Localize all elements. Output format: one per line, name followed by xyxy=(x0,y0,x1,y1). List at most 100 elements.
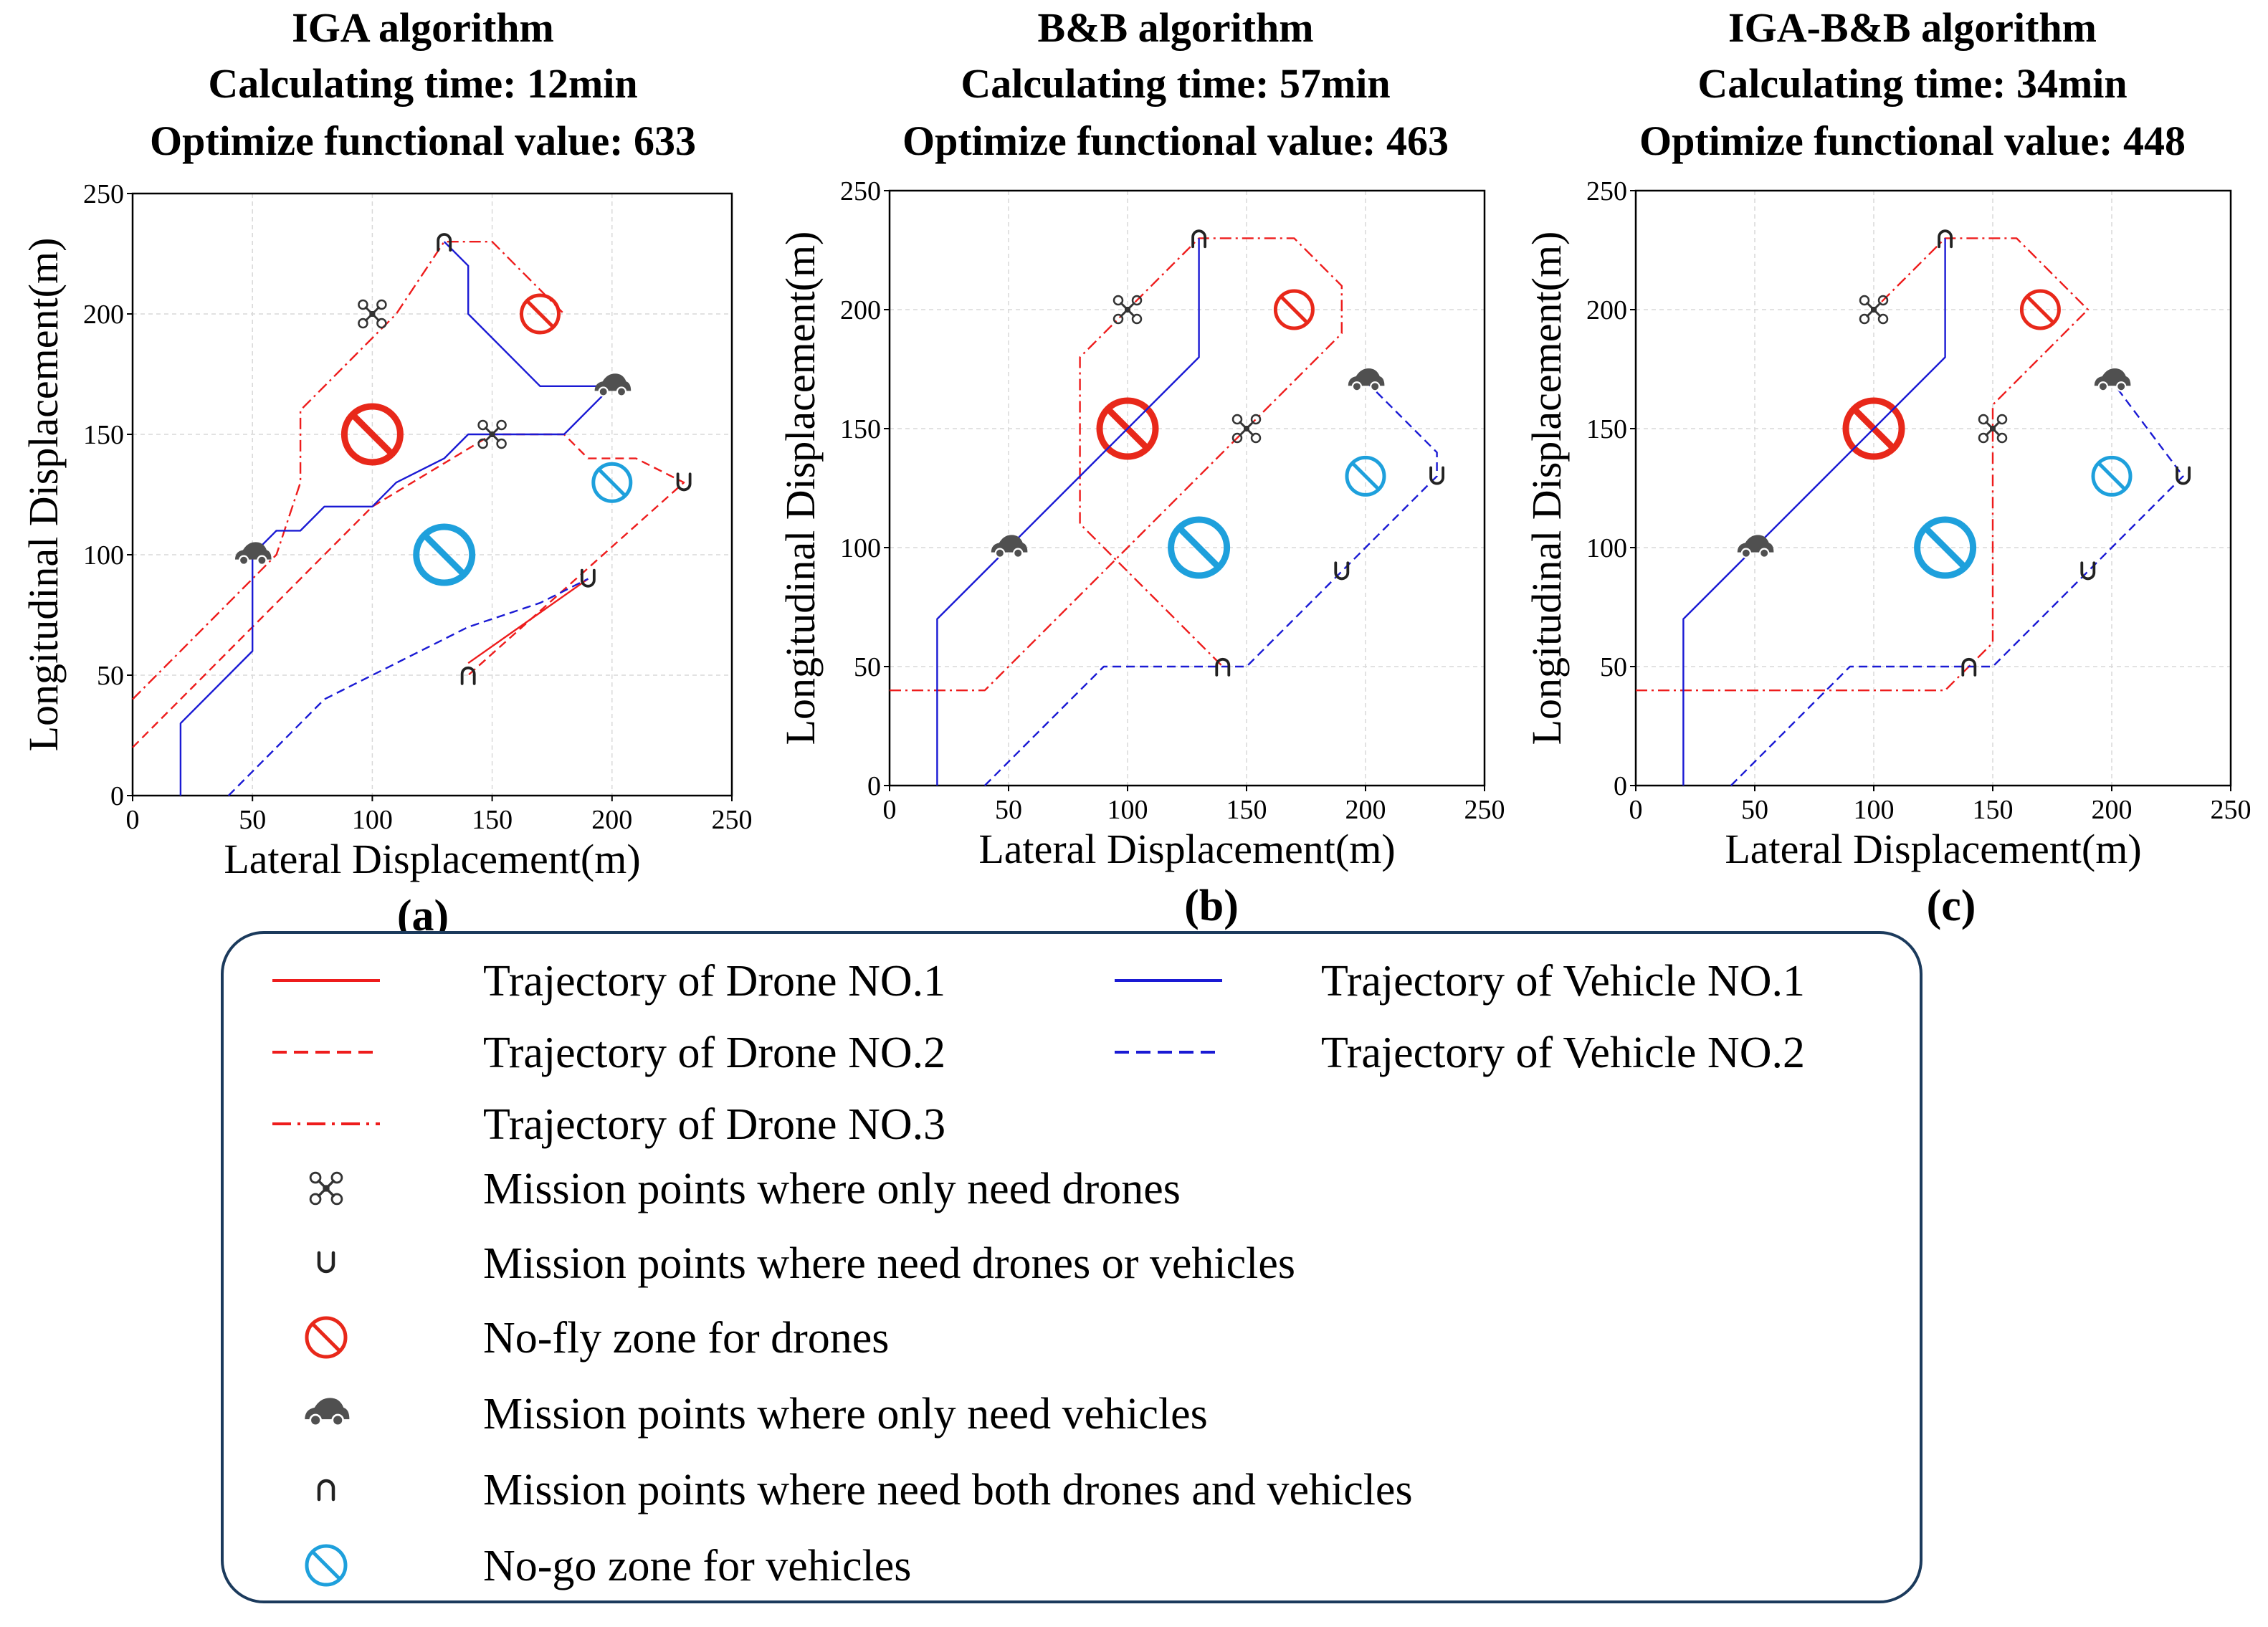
y-tick-label: 200 xyxy=(1586,295,1627,325)
zones xyxy=(340,293,633,586)
x-axis-label: Lateral Displacement(m) xyxy=(224,836,640,882)
trajectories xyxy=(1636,237,2184,786)
car-icon xyxy=(991,535,1028,558)
zones xyxy=(1096,289,1386,579)
x-tick-label: 200 xyxy=(2092,795,2133,825)
cup-icon xyxy=(2080,561,2096,581)
legend-item: Mission points where need both drones an… xyxy=(317,1466,1413,1514)
legend-label: Trajectory of Drone NO.1 xyxy=(483,957,945,1006)
y-tick-label: 0 xyxy=(867,771,881,801)
trajectory-line xyxy=(1730,380,2184,786)
legend-item: No-fly zone for drones xyxy=(305,1314,889,1363)
x-tick-label: 0 xyxy=(126,805,140,835)
legend-item: Trajectory of Drone NO.3 xyxy=(272,1100,945,1149)
no-fly-icon xyxy=(2019,289,2061,330)
drone-icon xyxy=(358,299,387,329)
chart-panels: IGA algorithm Calculating time: 12min Opti… xyxy=(20,4,2252,940)
cup-icon xyxy=(676,472,692,492)
grid xyxy=(1636,191,2231,786)
y-tick-label: 0 xyxy=(1614,771,1627,801)
mission-point-drone-or-vehicle xyxy=(676,472,692,492)
chart-title-line: Optimize functional value: 633 xyxy=(150,118,696,164)
chart-panel-3: IGA-B&B algorithm Calculating time: 34min… xyxy=(1523,4,2252,930)
mission-point-vehicle-only xyxy=(991,535,1028,558)
legend-item: No-go zone for vehicles xyxy=(305,1542,911,1590)
y-tick-label: 100 xyxy=(1586,533,1627,563)
trajectory-line xyxy=(179,241,613,796)
cup-icon xyxy=(1334,561,1350,581)
x-axis-label: Lateral Displacement(m) xyxy=(1725,826,2141,872)
chart-panel-1: IGA algorithm Calculating time: 12min Opti… xyxy=(20,4,753,940)
legend-symbol xyxy=(305,1398,350,1427)
mission-point-drone-or-vehicle xyxy=(2080,561,2096,581)
legend-label: Mission points where need both drones an… xyxy=(483,1466,1413,1514)
car-icon xyxy=(594,373,632,397)
no-go-icon xyxy=(305,1544,348,1587)
chart-title-line: IGA-B&B algorithm xyxy=(1728,4,2097,51)
y-tick-label: 250 xyxy=(83,179,124,209)
no-go-zone xyxy=(2091,455,2133,497)
mission-point-drone-or-vehicle xyxy=(580,568,596,588)
mission-point-both xyxy=(1961,657,1977,677)
drone-icon xyxy=(477,419,507,449)
mission-point-drone-or-vehicle xyxy=(1429,466,1445,485)
mission-point-vehicle-only xyxy=(235,542,272,566)
no-fly-icon xyxy=(519,293,561,335)
cap-icon xyxy=(1215,657,1231,677)
x-tick-label: 50 xyxy=(1741,795,1768,825)
trajectory-line xyxy=(132,241,565,700)
legend-item: Mission points where only need vehicles xyxy=(305,1390,1208,1438)
mission-points xyxy=(991,229,1445,677)
y-axis-label: Longitudinal Displacement(m) xyxy=(777,232,824,745)
trajectory-line xyxy=(936,238,1200,786)
x-tick-label: 250 xyxy=(2211,795,2252,825)
mission-point-both xyxy=(1938,229,1953,249)
trajectory-line xyxy=(132,433,685,748)
no-go-icon xyxy=(1168,516,1231,579)
x-tick-label: 100 xyxy=(1854,795,1895,825)
y-axis-label: Longitudinal Displacement(m) xyxy=(1523,232,1570,745)
x-tick-label: 150 xyxy=(472,805,513,835)
legend-symbol xyxy=(305,1544,348,1587)
legend-label: Mission points where need drones or vehi… xyxy=(483,1239,1295,1288)
legend-label: No-go zone for vehicles xyxy=(483,1542,911,1590)
no-go-zone xyxy=(591,462,633,503)
no-go-zone xyxy=(1168,516,1231,579)
no-go-zone xyxy=(413,523,476,586)
x-tick-label: 150 xyxy=(1226,795,1267,825)
no-fly-zone xyxy=(340,403,404,466)
trajectory-line xyxy=(1636,237,2090,692)
cap-icon xyxy=(1191,229,1207,249)
legend-item: Mission points where only need drones xyxy=(309,1165,1181,1213)
chart-title-line: Optimize functional value: 448 xyxy=(1639,118,2186,164)
no-go-zone xyxy=(1345,455,1386,497)
legend-label: No-fly zone for drones xyxy=(483,1314,889,1363)
mission-point-vehicle-only xyxy=(1737,535,1774,558)
x-tick-label: 0 xyxy=(1629,795,1643,825)
trajectory-line xyxy=(1682,238,1946,786)
no-fly-zone xyxy=(2019,289,2061,330)
drone-icon xyxy=(1231,414,1262,444)
y-tick-label: 50 xyxy=(97,661,124,691)
x-tick-label: 50 xyxy=(239,805,266,835)
panel-label: (c) xyxy=(1927,882,1976,930)
legend-label: Mission points where only need vehicles xyxy=(483,1390,1208,1438)
no-fly-zone xyxy=(1273,289,1315,330)
no-go-zone xyxy=(1914,516,1977,579)
legend-label: Trajectory of Vehicle NO.1 xyxy=(1321,957,1805,1006)
drone-icon xyxy=(1859,295,1889,325)
mission-point-drone-only xyxy=(1978,414,2008,444)
legend: Trajectory of Drone NO.1 Trajectory of Ve… xyxy=(221,931,1922,1603)
x-tick-label: 100 xyxy=(352,805,393,835)
legend-item: Trajectory of Vehicle NO.1 xyxy=(1115,957,1805,1006)
trajectories xyxy=(132,241,685,796)
y-tick-label: 50 xyxy=(854,652,881,682)
no-go-icon xyxy=(591,462,633,503)
trajectory-line xyxy=(983,380,1438,786)
legend-label: Trajectory of Drone NO.3 xyxy=(483,1100,945,1149)
y-tick-label: 250 xyxy=(1586,176,1627,206)
legend-label: Mission points where only need drones xyxy=(483,1165,1181,1213)
cap-icon xyxy=(1938,229,1953,249)
cap-icon xyxy=(317,1479,335,1502)
car-icon xyxy=(305,1398,350,1427)
